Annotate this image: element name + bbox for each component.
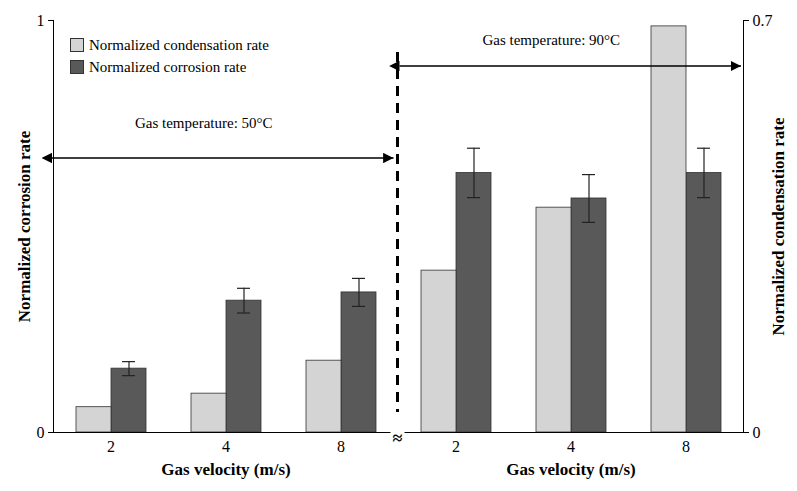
- svg-text:0.7: 0.7: [753, 12, 773, 29]
- html-text:Normalized condensation rate: Normalized condensation rate: [89, 37, 269, 53]
- svg-text:1: 1: [37, 12, 45, 29]
- svg-text:8: 8: [682, 438, 690, 455]
- svg-text:4: 4: [222, 438, 230, 455]
- svg-text:2: 2: [452, 438, 460, 455]
- svg-text:Normalized condensation rate: Normalized condensation rate: [769, 117, 788, 336]
- svg-text:Gas velocity (m/s): Gas velocity (m/s): [506, 460, 635, 479]
- svg-text:Gas temperature: 50°C: Gas temperature: 50°C: [135, 115, 273, 131]
- html-text:Normalized corrosion rate: Normalized corrosion rate: [89, 59, 247, 75]
- svg-text:0: 0: [37, 424, 45, 441]
- svg-text:Normalized corrosion rate: Normalized corrosion rate: [15, 130, 34, 322]
- svg-text:2: 2: [107, 438, 115, 455]
- svg-text:≈: ≈: [393, 428, 403, 448]
- svg-text:Gas temperature: 90°C: Gas temperature: 90°C: [482, 32, 620, 48]
- svg-text:0: 0: [753, 424, 761, 441]
- svg-text:8: 8: [337, 438, 345, 455]
- svg-text:Gas velocity (m/s): Gas velocity (m/s): [161, 460, 290, 479]
- svg-text:4: 4: [567, 438, 575, 455]
